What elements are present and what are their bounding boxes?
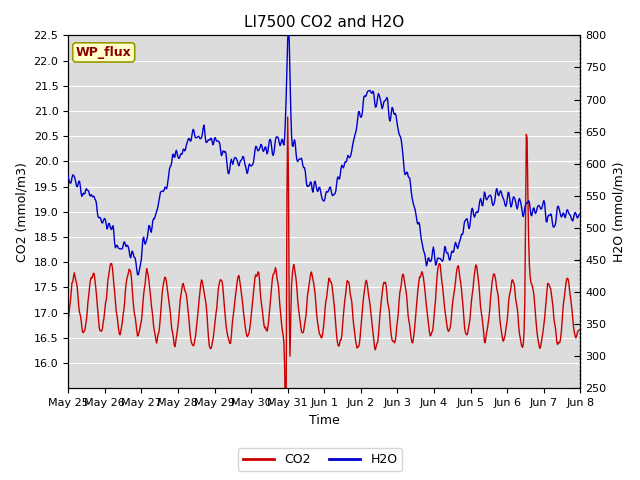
Text: WP_flux: WP_flux — [76, 46, 132, 59]
Title: LI7500 CO2 and H2O: LI7500 CO2 and H2O — [244, 15, 404, 30]
Y-axis label: H2O (mmol/m3): H2O (mmol/m3) — [612, 162, 625, 262]
X-axis label: Time: Time — [309, 414, 340, 427]
Legend: CO2, H2O: CO2, H2O — [237, 448, 403, 471]
Y-axis label: CO2 (mmol/m3): CO2 (mmol/m3) — [15, 162, 28, 262]
